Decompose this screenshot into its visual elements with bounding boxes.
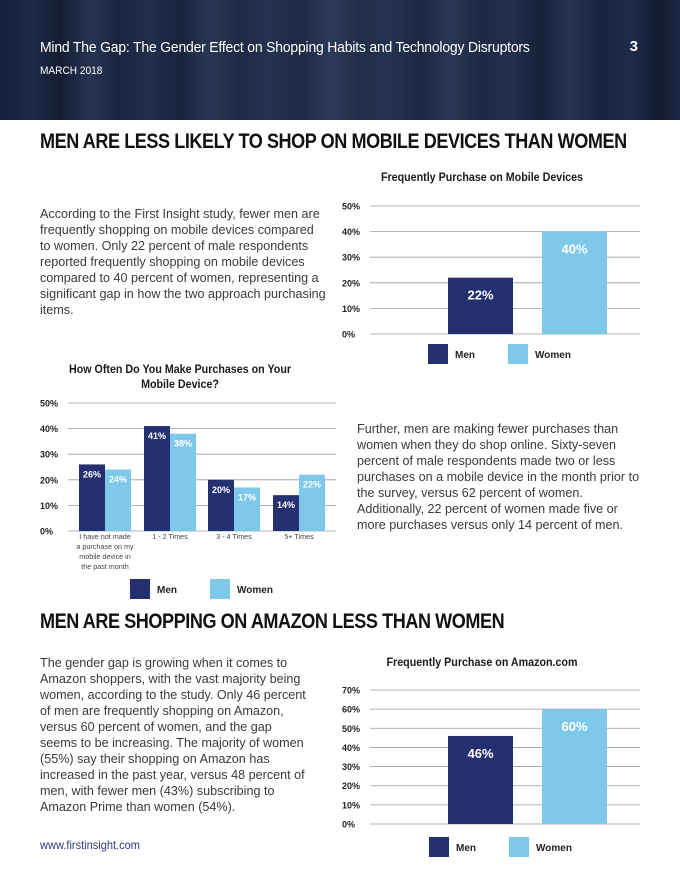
footer-url: www.firstinsight.com bbox=[40, 838, 141, 852]
y-tick-label: 50% bbox=[342, 724, 360, 734]
page-number: 3 bbox=[629, 38, 638, 55]
bar-men bbox=[208, 479, 234, 531]
chart-purchase-frequency: 0% 10% 20% 30% 40% 50% 26% 24% I have not madea … bbox=[40, 399, 336, 599]
y-tick-label: 50% bbox=[342, 202, 360, 212]
bar-men bbox=[144, 426, 170, 531]
legend-label-women: Women bbox=[535, 350, 571, 361]
legend-label-women: Women bbox=[237, 585, 273, 596]
y-tick-label: 60% bbox=[342, 705, 360, 715]
x-tick-label: 1 - 2 Times bbox=[152, 532, 188, 541]
paragraph-amazon: The gender gap is growing when it comes … bbox=[40, 656, 306, 814]
x-tick-label: 3 - 4 Times bbox=[216, 532, 252, 541]
y-tick-label: 10% bbox=[342, 800, 360, 810]
chart-amazon: 0% 10% 20% 30% 40% 50% 60% 70% 46% 60% Men Women bbox=[342, 686, 640, 857]
chart-title-mobile: Frequently Purchase on Mobile Devices bbox=[380, 172, 584, 184]
legend-swatch-men bbox=[429, 837, 449, 857]
data-label-men: 20% bbox=[212, 485, 230, 495]
y-tick-label: 0% bbox=[40, 527, 53, 537]
page-header: Mind The Gap: The Gender Effect on Shopp… bbox=[0, 0, 680, 120]
x-tick-label: mobile device in bbox=[79, 552, 131, 561]
data-label-women: 17% bbox=[238, 492, 256, 502]
y-tick-label: 0% bbox=[342, 820, 355, 830]
report-title: Mind The Gap: The Gender Effect on Shopp… bbox=[40, 39, 530, 56]
y-tick-label: 30% bbox=[342, 762, 360, 772]
data-label-men: 26% bbox=[83, 469, 101, 479]
data-label-men: 22% bbox=[467, 288, 493, 303]
legend-label-women: Women bbox=[536, 843, 572, 854]
y-tick-label: 30% bbox=[40, 450, 58, 460]
data-label-women: 40% bbox=[561, 242, 587, 257]
bar-women bbox=[170, 433, 196, 531]
report-date: MARCH 2018 bbox=[40, 65, 103, 77]
legend-swatch-men bbox=[130, 579, 150, 599]
chart-title-amazon: Frequently Purchase on Amazon.com bbox=[386, 657, 578, 669]
section-title-amazon: MEN ARE SHOPPING ON AMAZON LESS THAN WOM… bbox=[40, 610, 505, 633]
y-tick-label: 40% bbox=[342, 743, 360, 753]
bar-women bbox=[234, 487, 260, 531]
x-tick-label: a purchase on my bbox=[76, 542, 134, 551]
x-tick-label: the past month bbox=[81, 562, 129, 571]
y-tick-label: 70% bbox=[342, 686, 360, 696]
y-tick-label: 30% bbox=[342, 253, 360, 263]
data-label-men: 41% bbox=[148, 431, 166, 441]
data-label-women: 22% bbox=[303, 480, 321, 490]
y-tick-label: 20% bbox=[342, 781, 360, 791]
chart-title-purchase-frequency: How Often Do You Make Purchases on Your … bbox=[68, 364, 292, 391]
section-title-mobile: MEN ARE LESS LIKELY TO SHOP ON MOBILE DE… bbox=[40, 130, 627, 153]
y-tick-label: 40% bbox=[40, 424, 58, 434]
data-label-men: 46% bbox=[467, 746, 493, 761]
x-tick-label: I have not made bbox=[79, 532, 131, 541]
bar-women bbox=[542, 231, 607, 334]
y-tick-label: 0% bbox=[342, 330, 355, 340]
chart-mobile-devices: 0% 10% 20% 30% 40% 50% 22% 40% Men Women bbox=[342, 202, 640, 364]
x-tick-label: 5+ Times bbox=[284, 532, 314, 541]
bar-men bbox=[273, 495, 299, 531]
legend-label-men: Men bbox=[456, 843, 476, 854]
paragraph-purchase-frequency: Further, men are making fewer purchases … bbox=[357, 422, 640, 532]
legend-swatch-men bbox=[428, 344, 448, 364]
paragraph-mobile: According to the First Insight study, fe… bbox=[40, 207, 326, 317]
y-tick-label: 20% bbox=[40, 475, 58, 485]
data-label-men: 14% bbox=[277, 500, 295, 510]
legend-label-men: Men bbox=[455, 350, 475, 361]
y-tick-label: 50% bbox=[40, 399, 58, 409]
bar-women bbox=[299, 474, 325, 531]
data-label-women: 38% bbox=[174, 439, 192, 449]
legend-swatch-women bbox=[508, 344, 528, 364]
y-tick-label: 10% bbox=[342, 304, 360, 314]
y-tick-label: 10% bbox=[40, 501, 58, 511]
data-label-women: 60% bbox=[561, 719, 587, 734]
y-tick-label: 20% bbox=[342, 278, 360, 288]
data-label-women: 24% bbox=[109, 475, 127, 485]
y-tick-label: 40% bbox=[342, 227, 360, 237]
bar-women bbox=[105, 469, 131, 531]
bar-men bbox=[448, 735, 513, 824]
legend-label-men: Men bbox=[157, 585, 177, 596]
bar-men bbox=[448, 277, 513, 334]
bar-women bbox=[542, 709, 607, 824]
legend-swatch-women bbox=[210, 579, 230, 599]
legend-swatch-women bbox=[509, 837, 529, 857]
bar-men bbox=[79, 464, 105, 531]
